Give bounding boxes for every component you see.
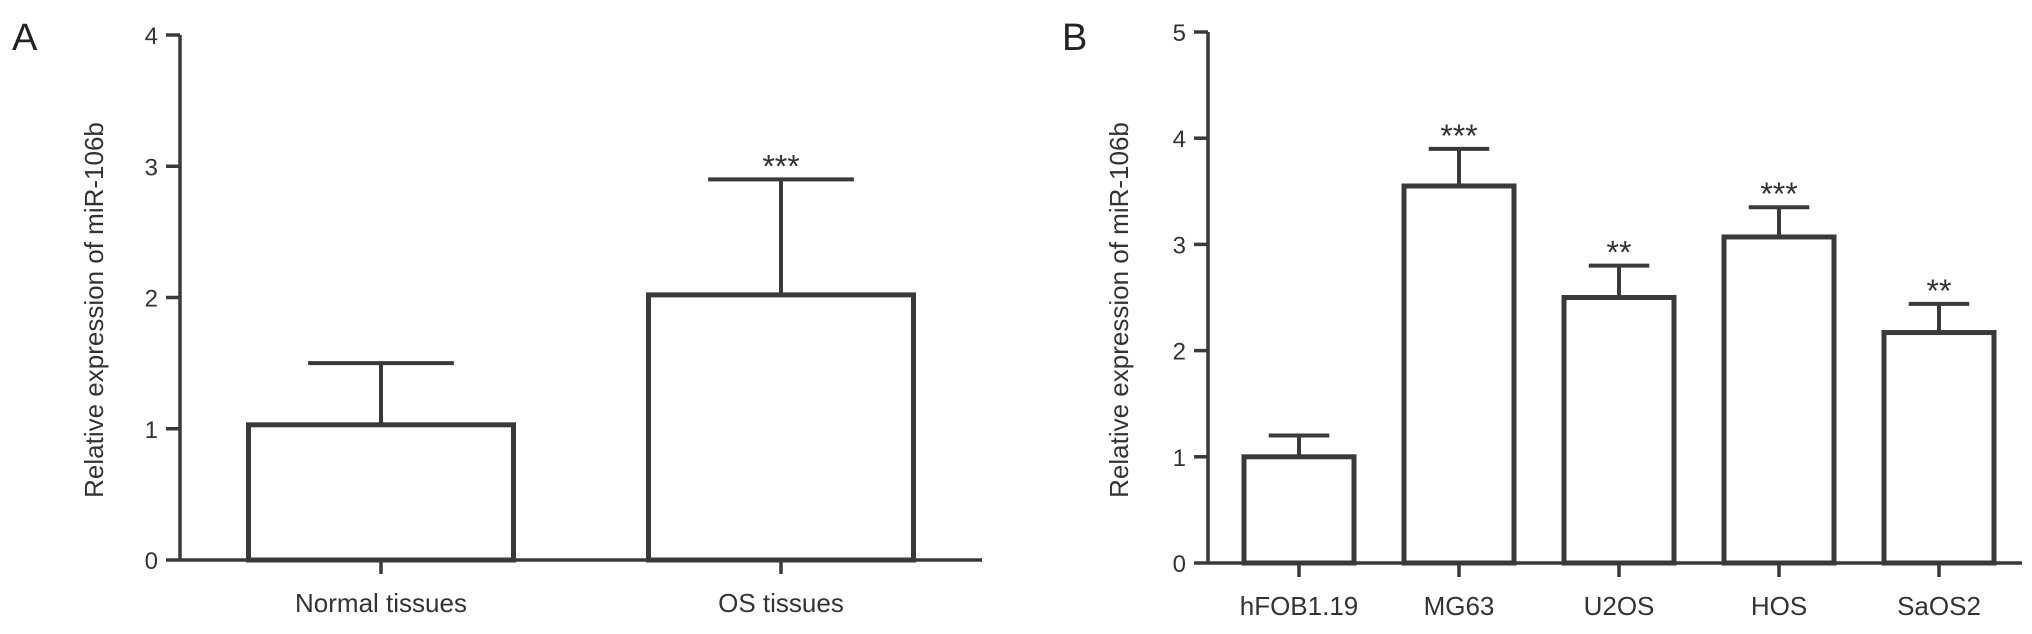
x-tick-label-b: HOS [1751,591,1807,621]
panel-letter-a: A [12,17,38,59]
y-tick-label-a: 1 [145,417,158,444]
y-tick-label-a: 2 [145,286,158,313]
x-tick-label-b: hFOB1.19 [1240,591,1359,621]
y-tick-label-b: 4 [1173,126,1186,153]
y-tick-label-b: 5 [1173,20,1186,47]
y-axis-title-b: Relative expression of miR-106b [1104,122,1134,498]
bar-a [246,422,516,563]
x-tick-label-b: U2OS [1584,591,1655,621]
y-tick-label-a: 4 [145,23,158,50]
bar-b [1241,454,1357,566]
bar-b [1721,234,1837,566]
y-tick-label-b: 2 [1173,339,1186,366]
significance-label-b: *** [1440,118,1477,154]
y-tick-label-b: 0 [1173,551,1186,578]
panel-b: B Relative expression of miR-106b 0 1 2 3 4 5… [1062,17,2022,621]
bar-b [1881,330,1997,566]
x-tick-label-b: SaOS2 [1897,591,1981,621]
y-tick-label-b: 3 [1173,232,1186,259]
significance-label-b: ** [1607,235,1632,271]
bar-b [1561,295,1677,566]
significance-label-b: *** [1760,176,1797,212]
bar-b [1401,183,1517,566]
significance-label-a: *** [762,148,799,184]
y-tick-label-a: 0 [145,548,158,575]
panel-a: A Relative expression of miR-106b 0 1 2 3 4 N… [12,17,982,618]
y-tick-label-b: 1 [1173,445,1186,472]
x-tick-label-a: Normal tissues [295,588,467,618]
y-tick-label-a: 3 [145,154,158,181]
x-tick-label-a: OS tissues [718,588,844,618]
significance-label-b: ** [1927,273,1952,309]
y-axis-title-a: Relative expression of miR-106b [79,122,109,498]
panel-letter-b: B [1062,17,1087,59]
x-tick-label-b: MG63 [1424,591,1495,621]
bar-a [646,292,916,563]
